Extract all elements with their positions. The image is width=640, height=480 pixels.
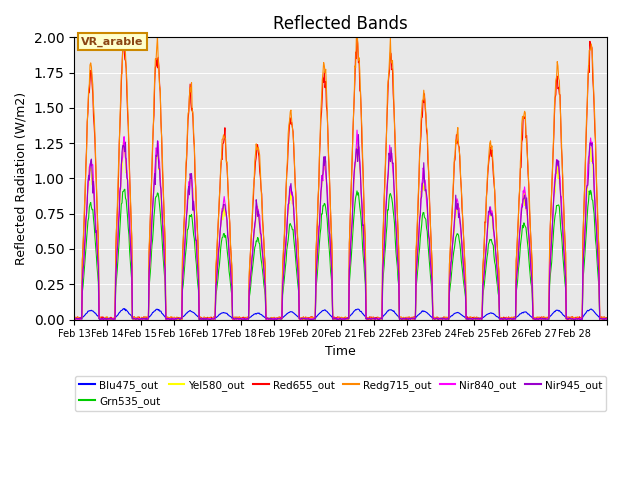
Grn535_out (134, 316, 141, 322)
Redg715_out (232, 316, 239, 322)
Yel580_out (134, 315, 141, 321)
Redg715_out (278, 316, 285, 322)
Red655_out (396, 315, 404, 321)
Nir840_out (278, 315, 285, 321)
Blu475_out (397, 316, 404, 322)
Grn535_out (426, 267, 434, 273)
Nir945_out (166, 317, 174, 323)
Yel580_out (232, 316, 240, 322)
Nir945_out (355, 132, 362, 137)
Nir945_out (70, 317, 78, 323)
Redg715_out (178, 317, 186, 323)
Nir840_out (604, 316, 611, 322)
Blu475_out (232, 316, 240, 322)
Nir945_out (258, 244, 266, 250)
Redg715_out (70, 314, 78, 320)
X-axis label: Time: Time (325, 345, 356, 358)
Blu475_out (427, 313, 435, 319)
Redg715_out (132, 316, 140, 322)
Redg715_out (397, 314, 404, 320)
Blu475_out (279, 315, 287, 321)
Yel580_out (120, 139, 127, 145)
Redg715_out (353, 29, 361, 35)
Nir840_out (353, 127, 361, 133)
Line: Grn535_out: Grn535_out (74, 189, 607, 320)
Grn535_out (278, 316, 285, 322)
Red655_out (353, 33, 361, 39)
Nir945_out (132, 316, 140, 322)
Blu475_out (200, 317, 208, 323)
Nir945_out (278, 315, 285, 321)
Red655_out (132, 317, 140, 323)
Blu475_out (70, 316, 78, 322)
Legend: Blu475_out, Grn535_out, Yel580_out, Red655_out, Redg715_out, Nir840_out, Nir945_: Blu475_out, Grn535_out, Yel580_out, Red6… (75, 375, 606, 411)
Blu475_out (134, 315, 141, 321)
Nir840_out (70, 316, 78, 322)
Red655_out (231, 314, 239, 320)
Red655_out (277, 315, 285, 321)
Yel580_out (259, 252, 266, 257)
Grn535_out (396, 316, 404, 322)
Redg715_out (604, 315, 611, 321)
Yel580_out (604, 315, 611, 321)
Blu475_out (259, 313, 266, 319)
Redg715_out (427, 230, 435, 236)
Nir945_out (397, 316, 404, 322)
Red655_out (70, 315, 78, 321)
Nir840_out (258, 238, 266, 243)
Text: VR_arable: VR_arable (81, 36, 143, 47)
Nir840_out (427, 264, 435, 270)
Title: Reflected Bands: Reflected Bands (273, 15, 408, 33)
Y-axis label: Reflected Radiation (W/m2): Reflected Radiation (W/m2) (15, 92, 28, 265)
Nir840_out (397, 315, 404, 321)
Nir945_out (604, 316, 611, 322)
Grn535_out (258, 261, 266, 266)
Yel580_out (279, 286, 287, 291)
Yel580_out (70, 316, 78, 322)
Red655_out (475, 317, 483, 323)
Red655_out (257, 186, 265, 192)
Line: Blu475_out: Blu475_out (74, 309, 607, 320)
Grn535_out (70, 316, 78, 322)
Blu475_out (120, 306, 127, 312)
Nir945_out (232, 315, 239, 321)
Redg715_out (258, 199, 266, 205)
Nir840_out (74, 317, 82, 323)
Yel580_out (175, 317, 182, 323)
Line: Yel580_out: Yel580_out (74, 142, 607, 320)
Yel580_out (427, 263, 435, 268)
Grn535_out (604, 316, 611, 322)
Line: Nir945_out: Nir945_out (74, 134, 607, 320)
Grn535_out (232, 316, 239, 322)
Red655_out (604, 316, 611, 322)
Nir840_out (232, 315, 239, 321)
Blu475_out (604, 315, 611, 321)
Line: Redg715_out: Redg715_out (74, 32, 607, 320)
Yel580_out (397, 316, 404, 322)
Red655_out (426, 212, 434, 217)
Line: Red655_out: Red655_out (74, 36, 607, 320)
Grn535_out (444, 317, 451, 323)
Line: Nir840_out: Nir840_out (74, 130, 607, 320)
Grn535_out (121, 186, 129, 192)
Nir840_out (134, 316, 141, 322)
Nir945_out (427, 263, 435, 268)
